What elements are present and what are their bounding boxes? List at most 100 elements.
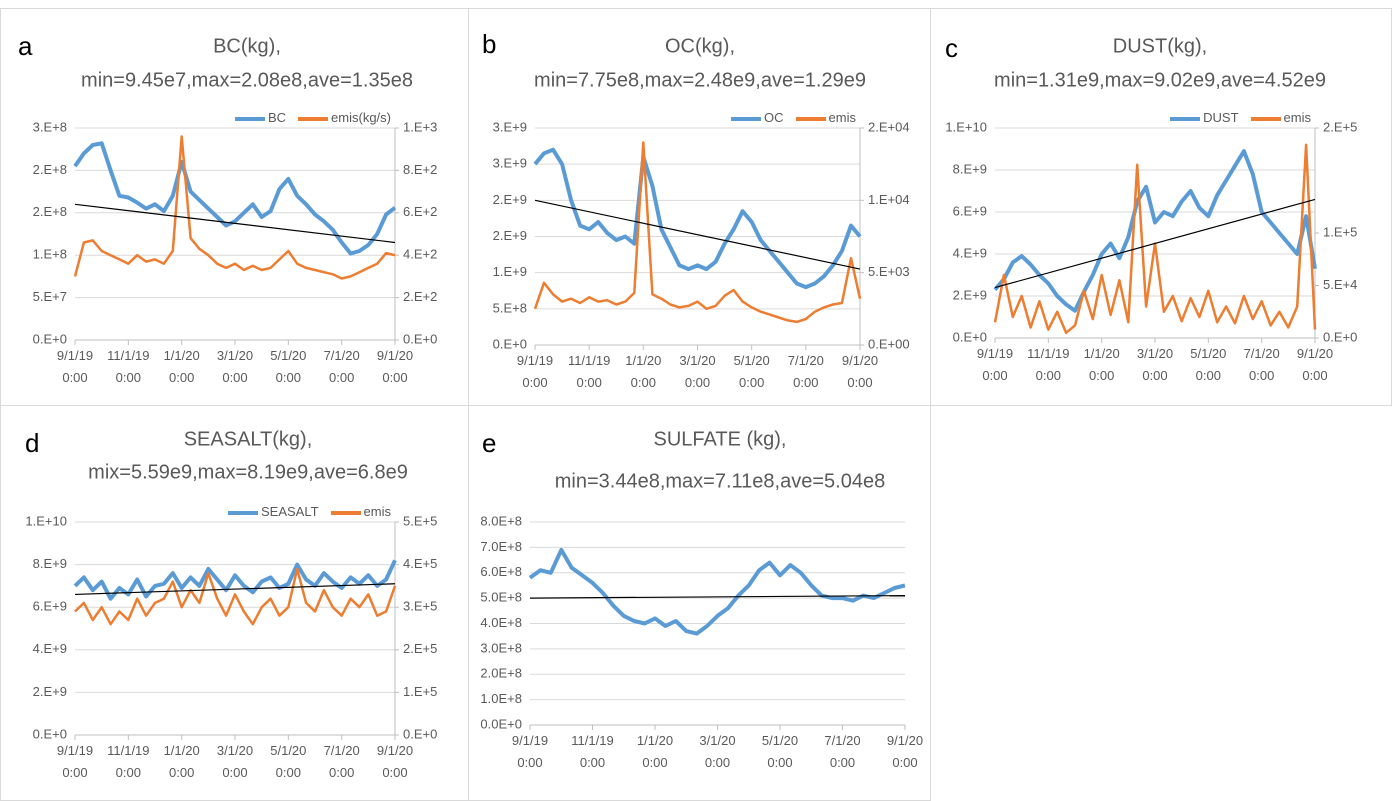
y-tick-label: 0.E+0 <box>493 336 527 351</box>
series-line <box>73 135 396 280</box>
y-tick-label: 2.E+9 <box>33 684 67 699</box>
x-tick-label: 1/1/20 0:00 <box>636 733 674 770</box>
y-tick-label: 5.E+7 <box>33 289 67 304</box>
legend-swatch <box>1170 116 1201 121</box>
x-tick-label: 3/1/20 0:00 <box>679 353 716 390</box>
legend-label: BC <box>267 110 287 125</box>
y2-tick-label: 4.E+2 <box>403 247 437 262</box>
series-line <box>533 141 862 324</box>
y-tick-label: 1.E+9 <box>493 264 527 279</box>
x-tick-label: 9/1/20 0:00 <box>1296 346 1334 383</box>
legend-item: emis(kg/s) <box>298 110 391 125</box>
legend: SEASALT emis <box>227 504 391 519</box>
trend-line <box>74 203 396 244</box>
y-tick-label: 4.E+9 <box>33 641 67 656</box>
x-tick-label: 9/1/20 0:00 <box>376 348 414 385</box>
y2-tick-label: 2.E+5 <box>1323 119 1357 134</box>
x-tick-label: 5/1/20 0:00 <box>270 348 307 385</box>
panel-letter: d <box>25 428 39 458</box>
x-tick-label: 3/1/20 0:00 <box>1136 346 1174 383</box>
y-tick-label: 3.0E+8 <box>480 640 522 655</box>
y-tick-label: 1.E+10 <box>25 513 67 528</box>
trend-line <box>74 583 396 596</box>
y2-tick-label: 2.E+2 <box>403 289 437 304</box>
series-line <box>993 149 1317 313</box>
x-tick-label: 3/1/20 0:00 <box>699 733 736 770</box>
y-tick-label: 8.E+9 <box>33 556 67 571</box>
y-tick-label: 8.0E+8 <box>480 513 522 528</box>
y2-tick-label: 2.E+04 <box>868 119 910 134</box>
series-line <box>73 141 397 256</box>
y2-tick-label: 5.E+03 <box>868 264 910 279</box>
chart-title: SEASALT(kg), <box>184 428 313 450</box>
legend-swatch <box>234 116 265 121</box>
x-tick-label: 11/1/19 0:00 <box>107 348 150 385</box>
legend-label: emis <box>363 504 391 519</box>
trend-line <box>534 199 861 270</box>
x-tick-label: 3/1/20 0:00 <box>216 743 254 780</box>
chart-title: BC(kg), <box>213 35 281 57</box>
x-tick-label: 5/1/20 0:00 <box>761 733 799 770</box>
chart-title: DUST(kg), <box>1113 35 1207 57</box>
y-tick-label: 0.E+0 <box>33 726 67 741</box>
y2-tick-label: 0.E+0 <box>403 331 437 346</box>
trend-line <box>994 198 1316 289</box>
panel-frame <box>930 8 1392 406</box>
series-line <box>73 559 397 601</box>
legend-item: OC <box>731 110 784 125</box>
y-tick-label: 5.0E+8 <box>480 590 522 605</box>
chart-subtitle: mix=5.59e9,max=8.19e9,ave=6.8e9 <box>88 461 408 483</box>
panel-letter: b <box>482 29 496 59</box>
panel-letter: a <box>18 31 33 61</box>
legend-swatch <box>298 116 329 121</box>
chart-subtitle: min=3.44e8,max=7.11e8,ave=5.04e8 <box>555 470 885 492</box>
y2-tick-label: 4.E+5 <box>403 556 437 571</box>
legend-swatch <box>330 510 361 515</box>
series-line <box>528 547 906 636</box>
legend-swatch <box>1250 116 1281 121</box>
legend-swatch <box>731 116 762 121</box>
y-tick-label: 0.E+0 <box>33 331 67 346</box>
x-tick-label: 7/1/20 0:00 <box>824 733 861 770</box>
y2-tick-label: 2.E+5 <box>403 641 437 656</box>
y-tick-label: 2.E+9 <box>953 287 987 302</box>
y-tick-label: 4.0E+8 <box>480 615 522 630</box>
x-tick-label: 11/1/19 0:00 <box>571 733 614 770</box>
y2-tick-label: 5.E+5 <box>403 513 437 528</box>
y-tick-label: 2.E+9 <box>493 228 527 243</box>
y2-tick-label: 5.E+4 <box>1323 277 1357 292</box>
x-tick-label: 1/1/20 0:00 <box>163 348 200 385</box>
chart-title: OC(kg), <box>665 35 735 57</box>
panel-letter: c <box>945 33 958 63</box>
y2-tick-label: 0.E+0 <box>403 726 437 741</box>
y-tick-label: 2.E+9 <box>493 192 527 207</box>
x-tick-label: 9/1/19 0:00 <box>516 353 554 390</box>
x-tick-label: 11/1/19 0:00 <box>107 743 150 780</box>
legend-item: emis <box>795 110 856 125</box>
legend-label: DUST <box>1203 110 1239 125</box>
series-line <box>74 567 397 626</box>
x-tick-label: 7/1/20 0:00 <box>323 348 360 385</box>
y2-tick-label: 6.E+2 <box>403 204 437 219</box>
x-tick-label: 9/1/19 0:00 <box>56 348 94 385</box>
x-tick-label: 9/1/19 0:00 <box>56 743 94 780</box>
y-tick-label: 4.E+9 <box>953 245 987 260</box>
panel-letter: e <box>482 428 496 458</box>
y-tick-label: 5.E+8 <box>493 300 527 315</box>
x-tick-label: 1/1/20 0:00 <box>163 743 200 780</box>
legend-label: OC <box>764 110 784 125</box>
legend-item: DUST <box>1170 110 1239 125</box>
y2-tick-label: 8.E+2 <box>403 162 437 177</box>
x-tick-label: 5/1/20 0:00 <box>270 743 307 780</box>
legend-item: BC <box>234 110 287 125</box>
chart-title: SULFATE (kg), <box>654 428 787 450</box>
legend: DUST emis <box>1170 110 1311 125</box>
panel-frame <box>468 8 931 406</box>
y-tick-label: 3.E+8 <box>33 119 67 134</box>
x-tick-label: 9/1/19 0:00 <box>976 346 1014 383</box>
x-tick-label: 5/1/20 0:00 <box>733 353 770 390</box>
x-tick-label: 7/1/20 0:00 <box>323 743 360 780</box>
x-tick-label: 9/1/20 0:00 <box>841 353 879 390</box>
